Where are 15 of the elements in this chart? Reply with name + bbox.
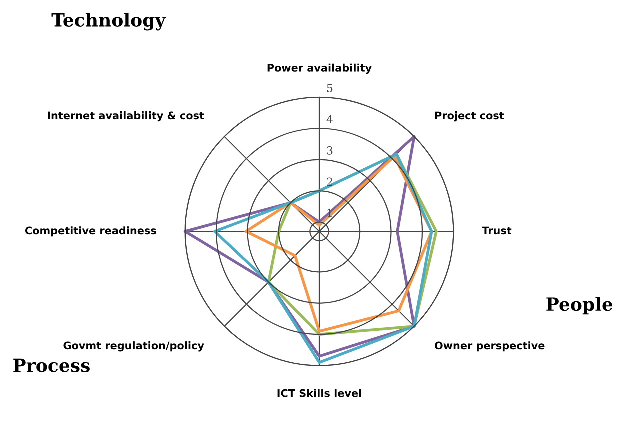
y-tick-label: 4 [326,115,333,124]
y-tick-label: 5 [327,84,333,92]
y-tick-label: 2 [327,178,332,186]
spoke-label: Trust [482,226,512,235]
spoke-label: ICT Skills level [278,389,362,398]
spoke-label: Project cost [435,112,504,122]
spoke-label: Internet availability & cost [48,112,204,122]
spoke-label: Competitive readiness [25,226,156,237]
spoke-label: Owner perspective [435,342,545,352]
spoke-label: Govmt regulation/policy [64,342,204,352]
y-tick-label: 3 [327,146,333,155]
text: Technology [52,12,166,31]
text: Process [14,358,90,372]
text: People [546,297,613,315]
spoke-label: Power availability [268,64,372,74]
